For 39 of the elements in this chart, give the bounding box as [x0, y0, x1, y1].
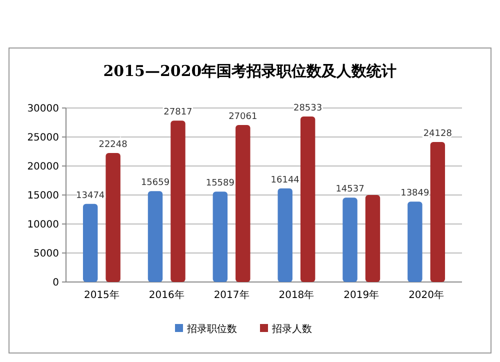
data-label: 15659 — [140, 178, 170, 188]
y-tick-label: 0 — [52, 278, 59, 288]
data-label: 14537 — [336, 184, 364, 195]
bar — [365, 195, 380, 282]
chart-title: 2015—2020年国考招录职位数及人数统计 — [103, 62, 397, 80]
y-tick-label: 10000 — [27, 220, 59, 230]
bar — [106, 152, 120, 282]
y-tick-label: 5000 — [34, 248, 59, 260]
y-tick-label: 15000 — [27, 190, 59, 202]
legend-label: 招录职位数 — [186, 323, 237, 335]
x-tick-label: 2019年 — [344, 289, 380, 301]
data-label: 28533 — [294, 104, 322, 114]
data-label: 13474 — [76, 190, 105, 201]
x-tick-label: 2017年 — [214, 289, 250, 301]
bar — [82, 204, 98, 282]
data-label: 16144 — [270, 175, 300, 186]
data-label: 22248 — [98, 140, 128, 150]
data-label: 27061 — [228, 112, 258, 122]
bar — [430, 142, 446, 282]
x-tick-label: 2015年 — [84, 289, 120, 301]
data-label: 13849 — [400, 188, 430, 199]
data-label: 27817 — [164, 108, 192, 118]
y-tick-label: 30000 — [27, 104, 59, 114]
x-tick-label: 2016年 — [148, 289, 184, 301]
y-tick-label: 20000 — [27, 162, 59, 172]
bar — [170, 120, 186, 282]
x-tick-label: 2018年 — [278, 289, 314, 301]
y-tick-label: 25000 — [27, 132, 59, 144]
bar — [212, 192, 228, 282]
bar — [342, 198, 358, 282]
bar — [408, 202, 422, 282]
data-label: 24128 — [423, 129, 452, 140]
x-tick-label: 2020年 — [408, 289, 444, 301]
bar — [300, 116, 316, 282]
legend-label: 招录人数 — [271, 323, 312, 335]
data-label: 15589 — [206, 178, 235, 189]
bar — [148, 191, 163, 282]
bar — [278, 188, 292, 282]
bar — [236, 125, 250, 282]
